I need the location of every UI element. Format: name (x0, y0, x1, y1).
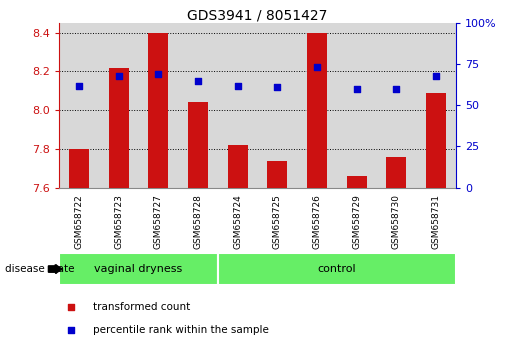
Bar (258, 23, 297, 188)
Bar (337, 23, 376, 188)
Text: control: control (317, 264, 356, 274)
Bar (307, 33, 327, 188)
Bar (139, 23, 178, 188)
Point (67, 304, 75, 309)
Point (234, 83, 242, 88)
Bar (69, 149, 89, 188)
Point (67, 327, 75, 332)
Bar (188, 102, 208, 188)
Text: transformed count: transformed count (93, 302, 190, 312)
Point (392, 86, 401, 92)
Point (154, 71, 163, 77)
Bar (347, 176, 367, 188)
Bar (178, 23, 218, 188)
Text: GDS3941 / 8051427: GDS3941 / 8051427 (187, 9, 328, 23)
Point (273, 84, 281, 90)
Bar (386, 156, 406, 188)
Bar (416, 23, 456, 188)
Bar (218, 253, 456, 285)
Bar (148, 33, 168, 188)
Bar (59, 23, 99, 188)
Point (352, 86, 360, 92)
Text: disease state: disease state (5, 264, 75, 274)
Bar (267, 160, 287, 188)
Bar (376, 23, 416, 188)
Bar (109, 68, 129, 188)
Bar (218, 23, 258, 188)
Point (194, 78, 202, 84)
Bar (228, 145, 248, 188)
Bar (426, 93, 446, 188)
Bar (99, 23, 139, 188)
Point (75, 83, 83, 88)
Point (313, 65, 321, 70)
Text: vaginal dryness: vaginal dryness (94, 264, 183, 274)
Point (114, 73, 123, 79)
Point (432, 73, 440, 79)
Bar (297, 23, 337, 188)
Text: percentile rank within the sample: percentile rank within the sample (93, 325, 269, 335)
Bar (59, 253, 218, 285)
